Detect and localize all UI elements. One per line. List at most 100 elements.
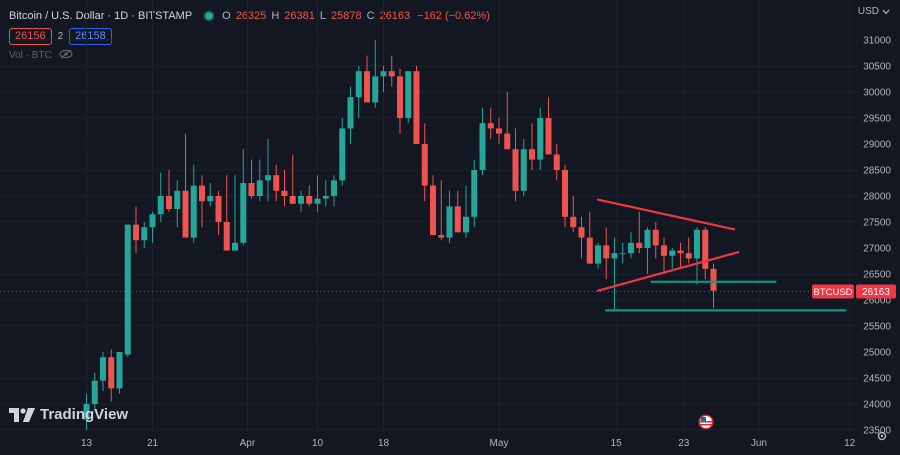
candle-body bbox=[562, 170, 568, 217]
trendline[interactable] bbox=[596, 251, 740, 292]
candle-body bbox=[512, 149, 519, 191]
candle-body bbox=[446, 206, 453, 238]
candle-body bbox=[578, 227, 585, 238]
symbol-title[interactable]: Bitcoin / U.S. Dollar · 1D · BITSTAMP bbox=[9, 10, 193, 22]
price-tick-label: 24500 bbox=[863, 374, 891, 385]
price-tick-label: 28500 bbox=[863, 166, 891, 177]
candle-body bbox=[207, 196, 214, 202]
time-tick-label: 13 bbox=[81, 438, 93, 449]
candle-body bbox=[537, 118, 544, 160]
candle-body bbox=[372, 76, 379, 103]
candle-body bbox=[133, 224, 139, 241]
candle-body bbox=[644, 229, 651, 248]
trendline[interactable] bbox=[596, 198, 736, 231]
candle-body bbox=[652, 229, 659, 246]
candle-body bbox=[273, 175, 280, 191]
candle-body bbox=[116, 352, 123, 389]
price-tick-label: 25500 bbox=[863, 322, 891, 333]
candle-body bbox=[430, 185, 436, 235]
candle-body bbox=[124, 224, 131, 355]
candle-body bbox=[232, 242, 238, 251]
price-tick-label: 24000 bbox=[863, 400, 891, 411]
candle-body bbox=[529, 149, 535, 160]
price-tick-label: 26500 bbox=[863, 270, 891, 281]
candle-body bbox=[661, 245, 667, 256]
price-tick-label: 27000 bbox=[863, 244, 891, 255]
candle-body bbox=[545, 118, 552, 155]
last-price-marker: BTCUSD 26163 bbox=[0, 284, 896, 299]
eye-hidden-icon[interactable] bbox=[58, 49, 73, 62]
candle-body bbox=[586, 237, 593, 264]
grid bbox=[0, 0, 860, 432]
candle-body bbox=[223, 222, 230, 251]
candle-body bbox=[413, 71, 420, 144]
candle-body bbox=[380, 71, 387, 77]
time-tick-label: 15 bbox=[611, 438, 623, 449]
candle-body bbox=[438, 235, 445, 238]
close-value: 26163 bbox=[379, 10, 411, 22]
change-value: −162 (−0.62%) bbox=[417, 10, 490, 22]
chart-legend: Bitcoin / U.S. Dollar · 1D · BITSTAMP O 2… bbox=[9, 8, 490, 62]
logo-text: TradingView bbox=[40, 406, 129, 423]
open-key: O bbox=[222, 10, 231, 22]
market-open-dot-icon bbox=[205, 12, 214, 20]
price-tick-label: 29500 bbox=[863, 114, 891, 125]
time-tick-label: 12 bbox=[844, 438, 856, 449]
chevron-down-icon bbox=[882, 9, 890, 14]
currency-selector[interactable]: USD bbox=[858, 6, 890, 17]
price-tick-label: 25000 bbox=[863, 348, 891, 359]
price-tick-label: 30000 bbox=[863, 88, 891, 99]
tradingview-logo[interactable]: TradingView bbox=[9, 406, 128, 423]
low-value: 25878 bbox=[331, 10, 362, 22]
candle-body bbox=[174, 190, 181, 209]
time-tick-label: May bbox=[490, 438, 509, 449]
candle-body bbox=[463, 216, 469, 233]
candle-body bbox=[677, 250, 684, 254]
candle-body bbox=[248, 183, 255, 196]
price-tick-label: 26000 bbox=[863, 296, 891, 307]
price-tick-label: 28000 bbox=[863, 192, 891, 203]
time-axis[interactable]: 13 21 Apr 10 18 May 15 23 Jun 12 bbox=[81, 438, 856, 449]
price-tick-label: 30500 bbox=[863, 62, 891, 73]
candle-body bbox=[83, 404, 90, 420]
high-key: H bbox=[271, 10, 280, 22]
candle-body bbox=[108, 357, 115, 389]
trendlines bbox=[596, 198, 847, 312]
candle-body bbox=[281, 190, 288, 196]
tradingview-logo-icon bbox=[9, 407, 35, 422]
time-tick-label: Apr bbox=[240, 438, 256, 449]
candle-body bbox=[149, 214, 156, 228]
candle-body bbox=[694, 229, 700, 259]
candle-body bbox=[603, 245, 610, 259]
candle-body bbox=[364, 71, 370, 103]
candle-body bbox=[166, 196, 172, 209]
candle-body bbox=[199, 185, 205, 202]
price-tick-label: 29000 bbox=[863, 140, 891, 151]
candle-body bbox=[388, 71, 395, 77]
price-axis[interactable]: 23500 24000 24500 25000 25500 26000 26500 27000… bbox=[863, 36, 891, 437]
candle-body bbox=[570, 216, 577, 228]
candle-body bbox=[471, 170, 478, 217]
candle-body bbox=[256, 180, 263, 196]
price-tick-label: 31000 bbox=[863, 36, 891, 47]
price-tick-label: 27500 bbox=[863, 218, 891, 229]
candles bbox=[83, 40, 717, 430]
time-tick-label: 10 bbox=[312, 438, 324, 449]
us-flag-event-icon[interactable] bbox=[698, 414, 714, 435]
last-price-badge bbox=[856, 284, 896, 299]
sell-price-button[interactable]: 26156 bbox=[9, 27, 52, 45]
candle-body bbox=[636, 242, 643, 248]
candle-body bbox=[520, 149, 527, 191]
candle-body bbox=[628, 242, 634, 254]
candle-body bbox=[685, 253, 692, 259]
time-tick-label: 18 bbox=[378, 438, 390, 449]
candle-body bbox=[265, 175, 271, 181]
candle-body bbox=[454, 206, 461, 233]
candle-body bbox=[504, 133, 511, 150]
buy-price-button[interactable]: 26158 bbox=[69, 27, 112, 45]
settings-gear-icon[interactable] bbox=[876, 429, 888, 447]
candle-body bbox=[405, 71, 412, 118]
candle-body bbox=[339, 128, 346, 181]
candle-body bbox=[141, 227, 148, 241]
